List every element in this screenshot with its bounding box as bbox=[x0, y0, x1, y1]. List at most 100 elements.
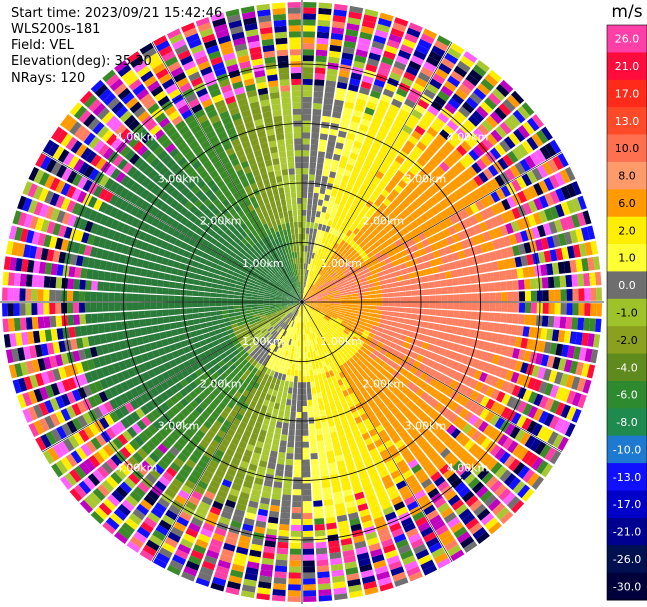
velocity-gate bbox=[317, 25, 330, 33]
velocity-gate bbox=[376, 256, 384, 263]
velocity-gate bbox=[186, 308, 193, 314]
velocity-gate bbox=[462, 423, 473, 435]
velocity-gate bbox=[439, 210, 449, 220]
velocity-gate bbox=[566, 288, 573, 301]
velocity-gate bbox=[261, 491, 271, 499]
velocity-gate bbox=[313, 374, 319, 382]
velocity-gate bbox=[275, 378, 281, 386]
velocity-gate bbox=[216, 310, 223, 316]
velocity-gate bbox=[96, 292, 103, 302]
velocity-gate bbox=[345, 273, 353, 279]
velocity-gate bbox=[520, 337, 529, 349]
velocity-gate bbox=[304, 300, 311, 302]
velocity-gate bbox=[386, 262, 394, 269]
velocity-gate bbox=[504, 168, 516, 181]
velocity-gate bbox=[419, 372, 428, 381]
velocity-gate bbox=[317, 571, 330, 579]
velocity-gate bbox=[341, 376, 348, 384]
velocity-gate bbox=[454, 189, 464, 200]
velocity-gate bbox=[306, 251, 310, 258]
velocity-gate bbox=[400, 347, 408, 355]
velocity-gate bbox=[590, 240, 599, 255]
velocity-gate bbox=[328, 319, 335, 325]
velocity-gate bbox=[443, 409, 454, 420]
velocity-gate bbox=[296, 411, 302, 418]
velocity-gate bbox=[327, 140, 336, 148]
velocity-gate bbox=[399, 312, 406, 318]
velocity-gate bbox=[245, 302, 252, 305]
velocity-gate bbox=[327, 309, 334, 312]
velocity-gate bbox=[476, 485, 489, 499]
velocity-gate bbox=[434, 202, 444, 213]
velocity-gate bbox=[315, 541, 327, 549]
velocity-gate bbox=[423, 61, 437, 73]
velocity-gate bbox=[221, 302, 228, 306]
velocity-gate bbox=[356, 552, 370, 561]
velocity-gate bbox=[345, 291, 352, 295]
velocity-gate bbox=[283, 368, 288, 375]
velocity-gate bbox=[215, 306, 223, 311]
velocity-gate bbox=[318, 193, 325, 201]
velocity-gate bbox=[531, 423, 543, 437]
velocity-gate bbox=[388, 165, 398, 175]
velocity-gate bbox=[322, 296, 329, 299]
velocity-gate bbox=[251, 296, 258, 300]
velocity-gate bbox=[495, 292, 502, 302]
velocity-gate bbox=[414, 125, 426, 136]
velocity-gate bbox=[438, 347, 447, 356]
velocity-gate bbox=[313, 91, 324, 98]
velocity-gate bbox=[434, 497, 447, 509]
velocity-gate bbox=[506, 396, 517, 408]
velocity-gate bbox=[304, 316, 307, 323]
velocity-gate bbox=[335, 210, 342, 218]
velocity-gate bbox=[327, 220, 333, 227]
velocity-gate bbox=[494, 282, 501, 292]
velocity-gate bbox=[288, 584, 301, 591]
velocity-gate bbox=[328, 304, 335, 307]
velocity-gate bbox=[325, 345, 331, 353]
velocity-gate bbox=[314, 216, 320, 224]
velocity-gate bbox=[171, 329, 179, 337]
velocity-gate bbox=[322, 303, 329, 305]
velocity-gate bbox=[437, 502, 450, 514]
velocity-gate bbox=[305, 316, 308, 323]
velocity-gate bbox=[302, 144, 310, 151]
velocity-gate bbox=[285, 374, 291, 382]
velocity-gate bbox=[513, 291, 520, 302]
velocity-gate bbox=[280, 379, 285, 387]
velocity-gate bbox=[443, 512, 457, 524]
velocity-gate bbox=[441, 287, 448, 295]
velocity-gate bbox=[565, 374, 575, 389]
velocity-gate bbox=[302, 453, 310, 460]
velocity-gate bbox=[347, 17, 361, 26]
velocity-gate bbox=[544, 142, 557, 157]
velocity-gate bbox=[379, 348, 387, 356]
velocity-gate bbox=[321, 115, 331, 123]
velocity-gate bbox=[418, 554, 432, 566]
velocity-gate bbox=[359, 356, 366, 363]
velocity-gate bbox=[318, 314, 324, 319]
velocity-gate bbox=[67, 314, 75, 326]
velocity-gate bbox=[266, 468, 275, 476]
velocity-gate bbox=[438, 272, 446, 280]
velocity-gate bbox=[499, 368, 509, 379]
velocity-gate bbox=[299, 322, 301, 329]
velocity-gate bbox=[368, 316, 375, 321]
velocity-gate bbox=[473, 175, 484, 187]
velocity-gate bbox=[192, 285, 200, 291]
velocity-gate bbox=[292, 393, 297, 400]
velocity-gate bbox=[522, 389, 533, 402]
velocity-gate bbox=[338, 70, 350, 78]
velocity-gate bbox=[352, 109, 363, 118]
velocity-gate bbox=[348, 246, 355, 254]
velocity-gate bbox=[251, 489, 261, 497]
velocity-gate bbox=[433, 117, 446, 128]
velocity-gate bbox=[324, 339, 330, 346]
velocity-gate bbox=[324, 284, 331, 289]
velocity-gate bbox=[587, 257, 595, 271]
velocity-gate bbox=[416, 354, 425, 363]
velocity-gate bbox=[168, 309, 175, 316]
velocity-gate bbox=[375, 331, 383, 337]
velocity-gate bbox=[338, 314, 345, 318]
velocity-gate bbox=[354, 540, 367, 550]
